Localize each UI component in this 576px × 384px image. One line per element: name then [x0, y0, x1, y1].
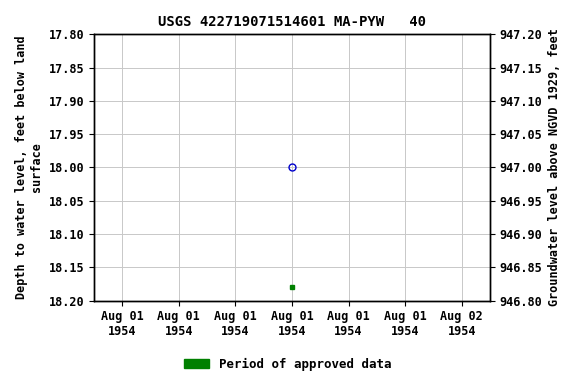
Y-axis label: Depth to water level, feet below land
surface: Depth to water level, feet below land su…: [15, 36, 43, 299]
Y-axis label: Groundwater level above NGVD 1929, feet: Groundwater level above NGVD 1929, feet: [548, 28, 561, 306]
Title: USGS 422719071514601 MA-PYW   40: USGS 422719071514601 MA-PYW 40: [158, 15, 426, 29]
Legend: Period of approved data: Period of approved data: [179, 353, 397, 376]
